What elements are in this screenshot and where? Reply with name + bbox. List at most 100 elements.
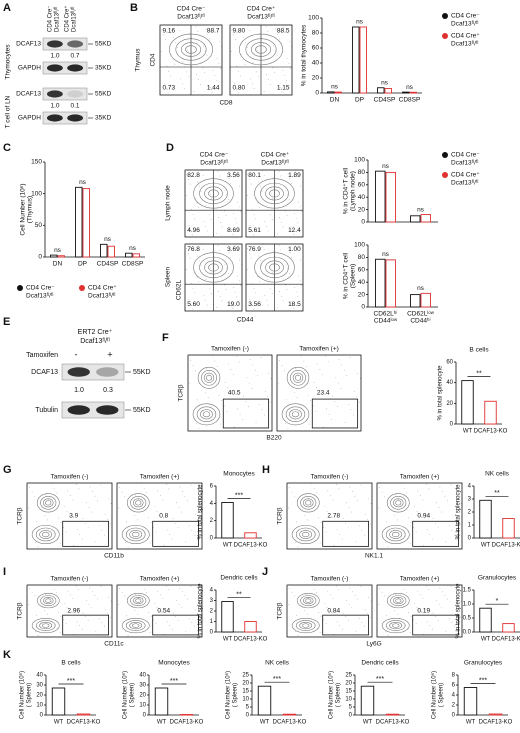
x-tick-label: WT xyxy=(463,429,473,435)
contour xyxy=(294,374,302,381)
contour xyxy=(39,530,53,539)
x-tick-label: DCAF13-KO xyxy=(479,720,513,726)
genotype-label: Dcaf13ᶠˡ/ᶠˡ xyxy=(80,338,110,345)
panel-letter: B xyxy=(130,2,138,14)
event-dot xyxy=(458,498,459,500)
contour xyxy=(265,186,284,201)
event-dot xyxy=(189,183,191,185)
event-dot xyxy=(370,600,372,602)
event-dot xyxy=(198,260,200,262)
event-dot xyxy=(415,531,417,533)
event-dot xyxy=(155,531,157,533)
event-dot xyxy=(270,267,272,269)
contour xyxy=(250,42,272,57)
event-dot xyxy=(227,387,228,389)
event-dot xyxy=(320,615,322,617)
bar xyxy=(463,687,478,716)
event-dot xyxy=(311,483,313,485)
event-dot xyxy=(249,252,250,254)
event-dot xyxy=(79,534,81,535)
event-dot xyxy=(124,496,126,498)
event-dot xyxy=(168,589,170,591)
event-dot xyxy=(251,209,253,210)
event-dot xyxy=(206,55,208,57)
event-dot xyxy=(245,400,247,402)
event-dot xyxy=(291,257,292,258)
event-dot xyxy=(125,521,127,523)
event-dot xyxy=(127,635,129,636)
chart-title: Monocytes xyxy=(158,660,190,667)
event-dot xyxy=(408,517,409,519)
event-dot xyxy=(186,248,188,250)
event-dot xyxy=(387,635,389,636)
quadrant-value: 4.96 xyxy=(187,227,200,234)
event-dot xyxy=(348,404,349,405)
x-tick-label: WT xyxy=(260,720,270,726)
event-dot xyxy=(227,199,229,200)
bar xyxy=(502,518,515,539)
y-tick-label: 20 xyxy=(345,681,352,687)
event-dot xyxy=(59,542,61,544)
event-dot xyxy=(101,530,103,531)
bar xyxy=(420,292,431,308)
bar xyxy=(327,91,335,94)
gate-value: 3.9 xyxy=(69,513,78,520)
event-dot xyxy=(226,268,228,270)
event-dot xyxy=(205,299,206,301)
contour xyxy=(121,524,150,545)
event-dot xyxy=(288,507,290,509)
event-dot xyxy=(287,194,289,196)
tissue-label: Lymph node xyxy=(165,185,172,221)
quadrant-value: 80.1 xyxy=(248,172,261,179)
event-dot xyxy=(263,248,265,250)
event-dot xyxy=(235,39,236,41)
event-dot xyxy=(153,619,154,621)
event-dot xyxy=(255,422,257,424)
y-tick-label: 15 xyxy=(242,689,249,695)
event-dot xyxy=(155,623,157,624)
contour xyxy=(208,189,219,198)
contour xyxy=(31,617,60,634)
y-tick-label: 10 xyxy=(242,697,249,703)
event-dot xyxy=(289,487,290,489)
x-tick-label: CD8SP xyxy=(399,97,421,104)
contour xyxy=(40,496,57,510)
event-dot xyxy=(248,406,249,408)
treatment-label: Tamoxifen xyxy=(26,352,58,359)
event-dot xyxy=(338,488,340,490)
contour xyxy=(389,530,403,539)
band xyxy=(67,40,84,48)
event-dot xyxy=(31,591,33,593)
event-dot xyxy=(349,587,351,589)
event-dot xyxy=(409,542,411,544)
event-dot xyxy=(280,175,282,177)
x-tick-label: DCAF13-KO xyxy=(376,720,410,726)
event-dot xyxy=(185,541,187,543)
event-dot xyxy=(184,169,186,171)
y-axis-label: TCRβ xyxy=(277,507,284,524)
event-dot xyxy=(285,189,287,191)
event-dot xyxy=(58,612,59,613)
event-dot xyxy=(79,625,81,626)
quadrant-value: 1.89 xyxy=(288,172,301,179)
event-dot xyxy=(211,177,213,179)
event-dot xyxy=(303,360,305,362)
contour xyxy=(202,411,211,418)
event-dot xyxy=(353,414,354,416)
event-dot xyxy=(332,499,334,501)
significance: *** xyxy=(376,676,384,683)
event-dot xyxy=(260,356,262,358)
event-dot xyxy=(181,83,183,85)
event-dot xyxy=(156,606,158,608)
event-dot xyxy=(335,377,337,379)
y-tick-label: 4 xyxy=(468,484,472,490)
contour xyxy=(35,620,56,631)
event-dot xyxy=(159,515,160,517)
event-dot xyxy=(178,603,180,605)
event-dot xyxy=(63,619,64,621)
event-dot xyxy=(184,595,186,596)
plot-header: Tamoxifen (+) xyxy=(299,346,339,353)
event-dot xyxy=(406,492,408,494)
y-axis-label: Cell Number (10⁶) xyxy=(122,671,129,719)
significance: ns xyxy=(331,84,339,91)
